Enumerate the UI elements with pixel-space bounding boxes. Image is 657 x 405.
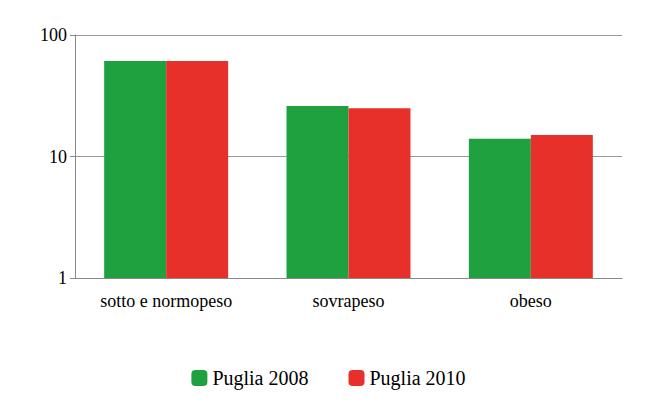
svg-text:100: 100	[40, 25, 67, 45]
svg-text:Puglia 2010: Puglia 2010	[370, 367, 466, 390]
svg-text:sovrapeso: sovrapeso	[313, 291, 385, 311]
svg-text:10: 10	[49, 147, 67, 167]
svg-text:obeso: obeso	[510, 291, 552, 311]
svg-text:1: 1	[58, 268, 67, 288]
svg-text:Puglia 2008: Puglia 2008	[212, 367, 308, 390]
svg-text:sotto e normopeso: sotto e normopeso	[100, 291, 232, 311]
